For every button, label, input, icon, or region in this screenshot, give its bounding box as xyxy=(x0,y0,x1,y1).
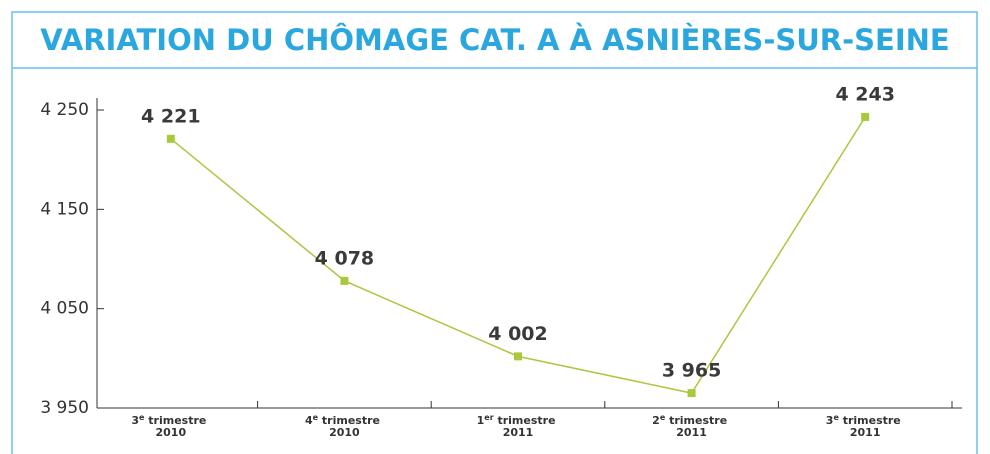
point xyxy=(166,134,175,143)
data-label: 3 965 xyxy=(662,360,722,382)
frame xyxy=(11,11,978,454)
data-label: 4 221 xyxy=(141,105,201,127)
y-tick-label: 4 250 xyxy=(40,100,89,120)
point xyxy=(340,276,349,285)
chart-title: VARIATION DU CHÔMAGE CAT. A À ASNIÈRES-S… xyxy=(40,23,949,57)
y-tick-label: 3 950 xyxy=(40,398,89,418)
data-label: 4 002 xyxy=(488,323,548,345)
data-label: 4 243 xyxy=(835,83,895,105)
point xyxy=(687,389,696,398)
x-tick-label: 3e trimestre 2010 xyxy=(131,413,210,440)
data-label: 4 078 xyxy=(315,247,375,269)
x-tick-label: 4e trimestre 2010 xyxy=(305,413,384,440)
y-tick-label: 4 050 xyxy=(40,299,89,319)
x-tick-label: 2e trimestre 2011 xyxy=(652,413,731,440)
line xyxy=(170,116,866,394)
point xyxy=(514,352,522,361)
point xyxy=(861,112,870,121)
x-tick-label: 3e trimestre 2011 xyxy=(826,413,905,440)
y-tick-label: 4 150 xyxy=(40,199,89,219)
x-tick-label: 1er trimestre 2011 xyxy=(477,413,560,440)
